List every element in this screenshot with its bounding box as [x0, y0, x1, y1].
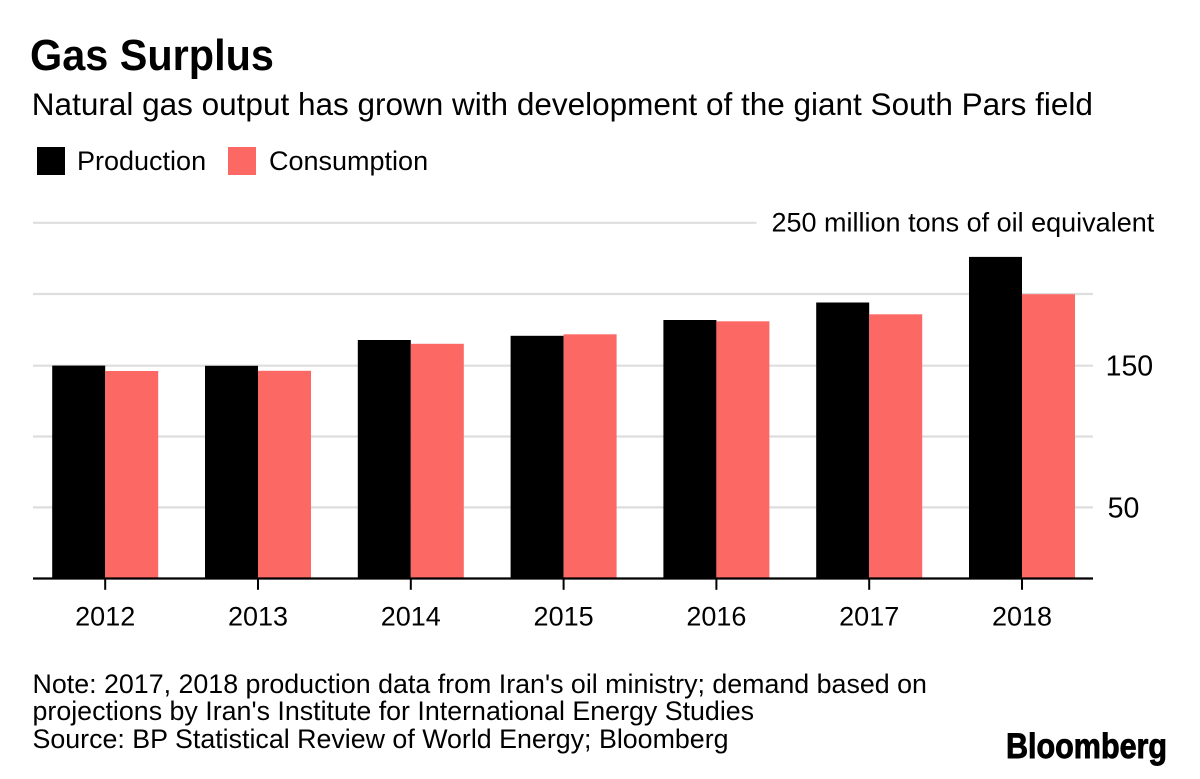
svg-text:2015: 2015 — [534, 602, 594, 632]
svg-text:50: 50 — [1108, 492, 1140, 524]
svg-text:2018: 2018 — [992, 602, 1052, 632]
svg-text:2012: 2012 — [75, 602, 135, 632]
svg-text:150: 150 — [1106, 351, 1154, 383]
svg-text:2017: 2017 — [839, 602, 899, 632]
svg-text:250 million tons of oil equiva: 250 million tons of oil equivalent — [772, 208, 1155, 238]
svg-text:2016: 2016 — [686, 602, 746, 632]
svg-text:2014: 2014 — [381, 602, 441, 632]
svg-text:2013: 2013 — [228, 602, 288, 632]
